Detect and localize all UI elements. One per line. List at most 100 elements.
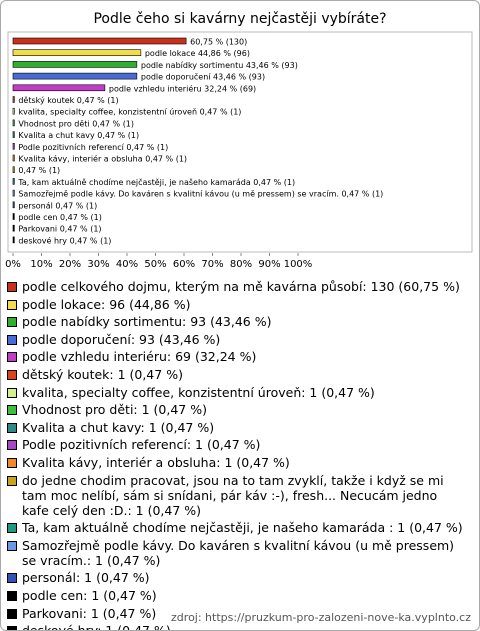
legend-item: Samozřejmě podle kávy. Do kaváren s kval… [7, 538, 467, 568]
legend-item: Ta, kam aktuálně chodíme nejčastěji, je … [7, 520, 467, 535]
x-tick-label: 40% [116, 259, 138, 270]
legend-item: Podle pozitivních referencí: 1 (0,47 %) [7, 437, 467, 452]
value-label: personál 0,47 % (1) [18, 201, 97, 210]
bar [12, 72, 138, 80]
bar [12, 189, 15, 197]
legend-item: podle celkového dojmu, kterým na mě kavá… [7, 279, 467, 294]
legend-item: kvalita, specialty coffee, konzistentní … [7, 385, 467, 400]
x-tick-label: 0% [5, 259, 21, 270]
value-label: Ta, kam aktuálně chodíme nejčastěji, je … [17, 177, 295, 187]
legend-swatch [7, 590, 17, 601]
legend-label: do jedne chodim pracovat, jsou na to tam… [22, 472, 444, 518]
legend-swatch [7, 573, 17, 584]
legend-label: Ta, kam aktuálně chodíme nejčastěji, je … [22, 520, 463, 536]
legend-label: deskové hry: 1 (0,47 %) [22, 623, 171, 631]
bar [12, 84, 106, 92]
legend-swatch [7, 608, 17, 619]
legend-item: Vhodnost pro děti: 1 (0,47 %) [7, 402, 467, 417]
value-label: 60,75 % (130) [190, 38, 247, 47]
legend-item: dětský koutek: 1 (0,47 %) [7, 367, 467, 382]
value-label: kvalita, specialty coffee, konzistentní … [18, 107, 241, 117]
legend-item: podle doporučení: 93 (43,46 %) [7, 332, 467, 347]
x-tick-label: 100% [284, 259, 313, 270]
chart: Podle čeho si kavárny nejčastěji vybírát… [5, 11, 473, 270]
bar [12, 166, 15, 173]
value-label: podle lokace 44,86 % (96) [145, 49, 250, 58]
bar [12, 178, 15, 185]
legend-label: podle doporučení: 93 (43,46 %) [22, 331, 221, 347]
value-label: podle doporučení 43,46 % (93) [141, 72, 265, 82]
legend-label: dětský koutek: 1 (0,47 %) [22, 366, 183, 382]
value-label: deskové hry 0,47 % (1) [18, 235, 111, 245]
bar [12, 96, 15, 103]
legend-label: Vhodnost pro děti: 1 (0,47 %) [22, 402, 207, 418]
legend-item: podle lokace: 96 (44,86 %) [7, 297, 467, 312]
bar [12, 143, 15, 150]
value-label: 0,47 % (1) [18, 166, 60, 175]
legend-swatch [7, 440, 17, 451]
legend-swatch [7, 405, 17, 416]
legend-swatch [7, 352, 17, 363]
legend-item: Parkovani: 1 (0,47 %) [7, 606, 467, 621]
legend-label: podle vzhledu interiéru: 69 (32,24 %) [22, 349, 257, 365]
source: zdroj: https://pruzkum-pro-zalozeni-nove… [171, 611, 471, 624]
legend-item: podle cen: 1 (0,47 %) [7, 588, 467, 603]
legend-item: podle nabídky sortimentu: 93 (43,46 %) [7, 314, 467, 329]
legend-swatch [7, 457, 17, 468]
legend: podle celkového dojmu, kterým na mě kavá… [7, 279, 467, 631]
legend-item: Kvalita kávy, interiér a obsluha: 1 (0,4… [7, 455, 467, 470]
legend-label: Kvalita kávy, interiér a obsluha: 1 (0,4… [22, 454, 290, 470]
x-tick-label: 10% [30, 259, 52, 270]
legend-swatch [7, 422, 17, 433]
legend-swatch [7, 282, 17, 292]
value-label: podle cen 0,47 % (1) [18, 213, 102, 222]
legend-swatch [7, 540, 17, 551]
legend-swatch [7, 299, 17, 310]
value-label: Kvalita a chut kavy 0,47 % (1) [18, 131, 139, 140]
legend-item: deskové hry: 1 (0,47 %) [7, 623, 467, 631]
legend-swatch [7, 369, 17, 380]
bar [12, 119, 15, 127]
legend-swatch [7, 523, 17, 534]
x-tick-label: 90% [258, 259, 280, 270]
value-label: Parkovani 0,47 % (1) [18, 225, 101, 234]
value-label: dětský koutek 0,47 % (1) [18, 96, 118, 105]
value-label: Kvalita kávy, interiér a obsluha 0,47 % … [18, 154, 187, 164]
legend-label: Podle pozitivních referencí: 1 (0,47 %) [22, 437, 261, 453]
legend-swatch [7, 334, 17, 345]
x-tick-label: 50% [144, 259, 166, 270]
legend-item: do jedne chodim pracovat, jsou na to tam… [7, 473, 467, 518]
x-tick-label: 80% [230, 259, 252, 270]
value-label: Vhodnost pro děti 0,47 % (1) [18, 119, 134, 128]
chart-title: Podle čeho si kavárny nejčastěji vybírát… [93, 11, 386, 27]
bar [12, 131, 15, 138]
x-tick-label: 20% [59, 259, 81, 270]
bar [12, 49, 142, 57]
x-tick-label: 60% [173, 259, 195, 270]
legend-item: personál: 1 (0,47 %) [7, 570, 467, 585]
legend-swatch [7, 626, 17, 630]
legend-label: Samozřejmě podle kávy. Do kaváren s kval… [22, 537, 455, 568]
bar [12, 201, 15, 209]
bar [12, 107, 15, 115]
legend-item: podle vzhledu interiéru: 69 (32,24 %) [7, 349, 467, 364]
bar [12, 224, 15, 232]
bar [12, 236, 15, 244]
value-label: Samozřejmě podle kávy. Do kaváren s kval… [18, 190, 383, 199]
plot-frame [7, 31, 473, 253]
bar [12, 154, 15, 162]
legend-label: kvalita, specialty coffee, konzistentní … [22, 384, 375, 400]
legend-label: Parkovani: 1 (0,47 %) [22, 605, 157, 621]
value-label: podle nabídky sortimentu 43,46 % (93) [141, 61, 298, 70]
x-tick-label: 30% [87, 259, 109, 270]
legend-label: personál: 1 (0,47 %) [22, 570, 150, 586]
legend-label: podle cen: 1 (0,47 %) [22, 587, 157, 603]
bar [12, 61, 138, 68]
legend-item: Kvalita a chut kavy: 1 (0,47 %) [7, 420, 467, 435]
bar [12, 37, 187, 45]
legend-swatch [7, 387, 17, 398]
legend-swatch [7, 317, 17, 328]
legend-label: Kvalita a chut kavy: 1 (0,47 %) [22, 419, 215, 435]
value-label: Podle pozitivních referencí 0,47 % (1) [18, 143, 168, 152]
